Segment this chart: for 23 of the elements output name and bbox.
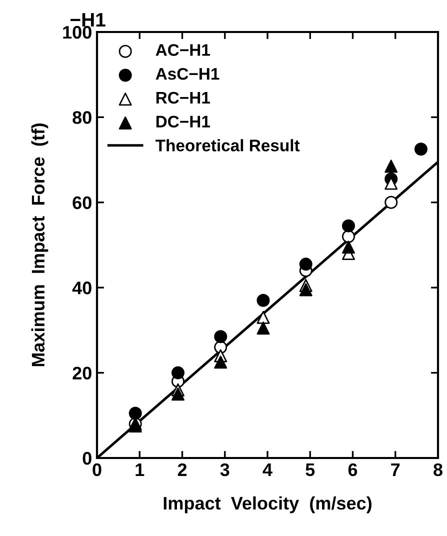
y-axis-title: Maximum Impact Force (tf) [31,123,48,366]
y-tick-label: 80 [72,111,92,124]
x-tick-label: 6 [348,463,358,476]
y-tick-label: 60 [72,196,92,210]
legend-label: Theoretical Result [156,139,300,152]
x-tick-label: 7 [391,464,400,476]
legend-label: DC−H1 [156,116,210,128]
legend-label: RC−H1 [156,92,210,104]
x-tick-label: 0 [92,463,102,476]
x-tick-label: 1 [136,464,144,476]
y-tick-label: 40 [72,282,92,294]
legend-label: AC−H1 [156,44,210,56]
x-tick-label: 4 [262,464,272,476]
x-axis-title: Impact Velocity (m/sec) [164,496,372,514]
legend-label: AsC−H1 [156,68,220,80]
chart-title: −H1 [70,13,106,26]
x-tick-label: 5 [306,464,315,476]
y-tick-label: 0 [82,452,92,465]
x-tick-label: 3 [220,463,230,476]
x-tick-label: 8 [434,463,442,476]
y-tick-label: 100 [63,26,92,39]
y-tick-label: 20 [72,366,92,380]
x-tick-label: 2 [178,463,187,476]
